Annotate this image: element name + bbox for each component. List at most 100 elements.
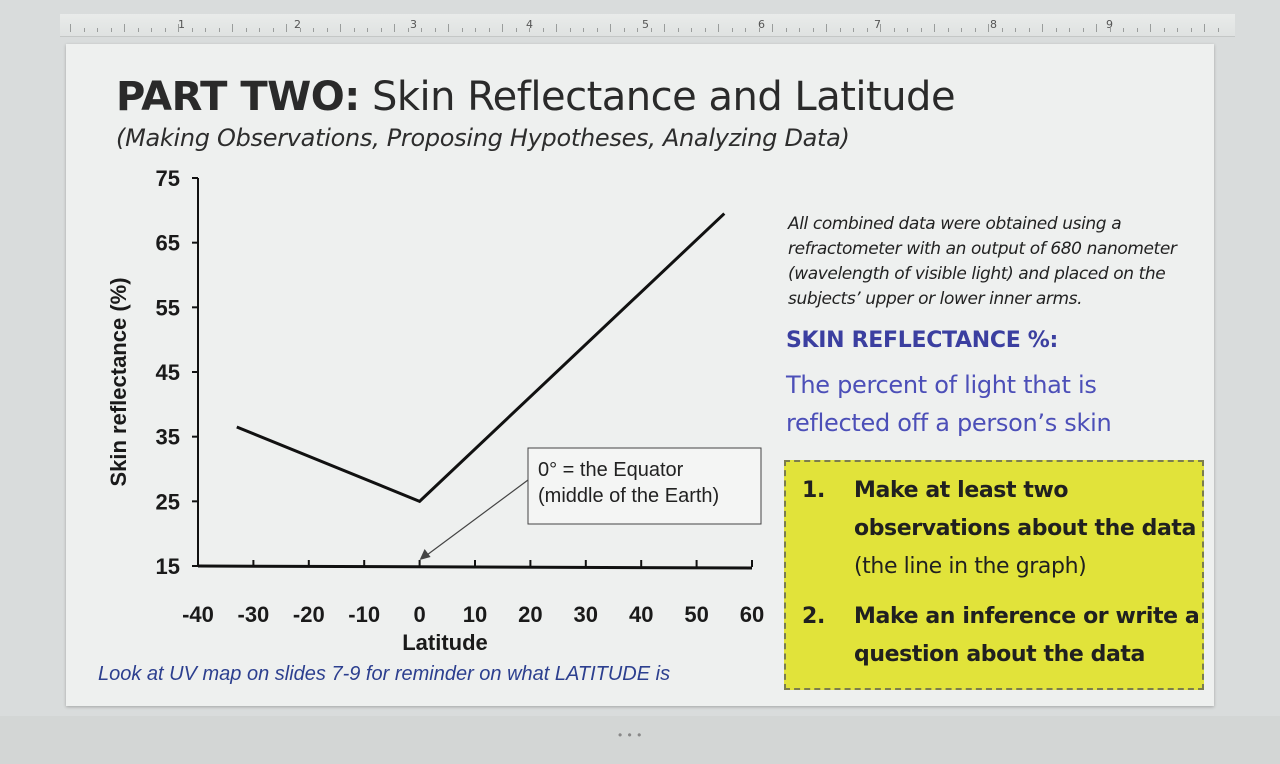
annotation-arrowhead: [419, 549, 431, 560]
ruler-number: 8: [990, 18, 997, 31]
x-tick-label: 60: [740, 602, 764, 627]
ruler-tick: [299, 28, 301, 32]
ruler-tick: [704, 28, 706, 32]
ruler-tick: [934, 24, 935, 32]
definition-text: The percent of light that is reflected o…: [786, 371, 1112, 437]
resize-grip-icon[interactable]: • • •: [618, 728, 643, 742]
data-note: All combined data were obtained using a …: [788, 214, 1177, 309]
title-bold: PART TWO:: [116, 74, 360, 120]
ruler-tick: [961, 28, 962, 32]
ruler-tick: [124, 24, 125, 32]
y-tick-label: 75: [156, 166, 180, 191]
ruler-tick: [191, 28, 193, 32]
ruler-tick: [286, 24, 287, 32]
ruler-tick: [232, 24, 233, 32]
ruler-tick: [677, 28, 679, 32]
ruler-tick: [367, 28, 368, 32]
task-box: 1. Make at least two observations about …: [784, 460, 1204, 690]
ruler-tick: [853, 28, 854, 32]
ruler-tick: [637, 28, 638, 32]
slide: PART TWO: Skin Reflectance and Latitude …: [66, 44, 1214, 706]
ruler-tick: [137, 28, 139, 32]
ruler-tick: [826, 24, 827, 32]
ruler-tick: [664, 24, 665, 32]
ruler-tick: [718, 24, 719, 32]
task-1-text: Make at least two observations about the…: [854, 478, 1196, 541]
ruler-tick: [1177, 28, 1178, 32]
ruler-tick: [907, 28, 908, 32]
ruler-tick: [421, 28, 422, 32]
ruler-tick: [623, 28, 625, 32]
ruler-tick: [340, 24, 341, 32]
x-tick-label: -30: [238, 602, 270, 627]
chart: 15 25 35 45 55 65 75 -40 -30 -20 -10 0 10 20 30 40 50 60 L…: [98, 166, 764, 685]
slide-subtitle: (Making Observations, Proposing Hypothes…: [116, 124, 850, 152]
ruler-tick: [380, 28, 382, 32]
ruler-tick: [893, 28, 895, 32]
ruler-tick: [1001, 28, 1003, 32]
ruler-number: 2: [294, 18, 301, 31]
y-tick-label: 15: [156, 554, 180, 579]
y-tick-label: 45: [156, 360, 180, 385]
annotation-text: (middle of the Earth): [538, 485, 719, 507]
y-tick-label: 35: [156, 425, 180, 450]
ruler-tick: [1204, 24, 1205, 32]
y-tick-label: 25: [156, 489, 180, 514]
ruler-tick: [866, 28, 868, 32]
task-1-sub: (the line in the graph): [854, 554, 1087, 579]
ruler-tick: [1096, 24, 1097, 32]
ruler-number: 1: [178, 18, 185, 31]
ruler-tick: [218, 28, 220, 32]
ruler-tick: [70, 24, 71, 32]
ruler-tick: [353, 28, 355, 32]
y-tick-label: 65: [156, 231, 180, 256]
ruler-tick: [502, 24, 503, 32]
y-axis-label: Skin reflectance (%): [106, 277, 131, 486]
ruler-tick: [1028, 28, 1030, 32]
ruler-tick: [245, 28, 247, 32]
x-tick-label: 40: [629, 602, 653, 627]
ruler-tick: [529, 28, 530, 32]
ruler-tick: [880, 24, 881, 32]
ruler-tick: [1082, 28, 1084, 32]
x-tick-label: 10: [463, 602, 487, 627]
ruler-tick: [1109, 28, 1111, 32]
ruler-tick: [448, 24, 449, 32]
ruler-tick: [920, 28, 922, 32]
ruler-tick: [515, 28, 517, 32]
ruler-tick: [785, 28, 787, 32]
slide-title: PART TWO: Skin Reflectance and Latitude: [116, 74, 956, 120]
ruler-tick: [1123, 28, 1124, 32]
series-line: [236, 212, 726, 504]
annotation-text: 0° = the Equator: [538, 459, 684, 481]
task-2-number: 2.: [802, 604, 826, 629]
ruler-tick: [407, 28, 409, 32]
ruler-tick: [583, 28, 584, 32]
x-tick-label: -40: [182, 602, 214, 627]
ruler-tick: [772, 24, 773, 32]
footer-note: Look at UV map on slides 7-9 for reminde…: [98, 663, 670, 685]
ruler-tick: [475, 28, 476, 32]
ruler-number: 9: [1106, 18, 1113, 31]
ruler-tick: [542, 28, 544, 32]
ruler-tick: [110, 28, 112, 32]
ruler-tick: [731, 28, 733, 32]
ruler-tick: [569, 28, 571, 32]
ruler-number: 7: [874, 18, 881, 31]
ruler-tick: [1163, 28, 1165, 32]
ruler-tick: [83, 28, 85, 32]
ruler-tick: [691, 28, 692, 32]
ruler-tick: [313, 28, 314, 32]
ruler-tick: [205, 28, 206, 32]
x-tick-label: 30: [574, 602, 598, 627]
task-1-number: 1.: [802, 478, 826, 503]
ruler-tick: [596, 28, 598, 32]
x-tick-label: 50: [684, 602, 708, 627]
ruler-tick: [164, 28, 166, 32]
ruler-tick: [799, 28, 800, 32]
ruler-tick: [151, 28, 152, 32]
ruler-tick: [988, 24, 989, 32]
ruler-tick: [272, 28, 274, 32]
ruler-tick: [1055, 28, 1057, 32]
ruler-tick: [1069, 28, 1070, 32]
